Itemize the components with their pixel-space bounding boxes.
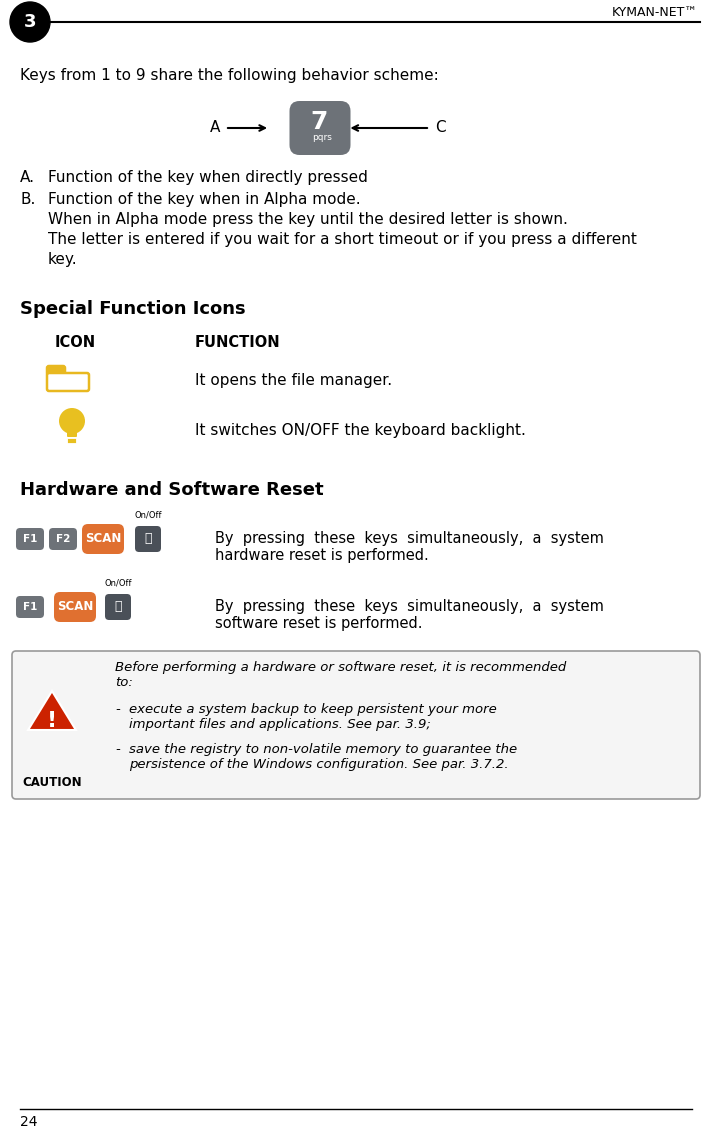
Text: A.: A. <box>20 170 35 185</box>
Text: C: C <box>435 121 446 136</box>
Text: SCAN: SCAN <box>57 601 93 613</box>
Text: Hardware and Software Reset: Hardware and Software Reset <box>20 481 324 499</box>
Circle shape <box>59 408 85 434</box>
Text: ICON: ICON <box>54 335 95 349</box>
FancyBboxPatch shape <box>290 101 350 155</box>
Text: A: A <box>209 121 220 136</box>
Text: Special Function Icons: Special Function Icons <box>20 300 246 318</box>
Text: ⏻: ⏻ <box>114 601 122 613</box>
FancyBboxPatch shape <box>47 366 65 375</box>
Text: CAUTION: CAUTION <box>22 776 82 789</box>
FancyBboxPatch shape <box>16 596 44 618</box>
Text: save the registry to non-volatile memory to guarantee the
persistence of the Win: save the registry to non-volatile memory… <box>129 743 517 771</box>
Text: -: - <box>115 703 120 716</box>
Text: The letter is entered if you wait for a short timeout or if you press a differen: The letter is entered if you wait for a … <box>48 232 637 247</box>
Text: execute a system backup to keep persistent your more
important files and applica: execute a system backup to keep persiste… <box>129 703 497 731</box>
FancyBboxPatch shape <box>67 428 77 437</box>
Text: It opens the file manager.: It opens the file manager. <box>195 373 392 389</box>
FancyBboxPatch shape <box>16 528 44 550</box>
Text: On/Off: On/Off <box>104 578 132 587</box>
FancyBboxPatch shape <box>47 373 89 391</box>
Text: KYMAN-NET™: KYMAN-NET™ <box>612 6 698 19</box>
Text: Function of the key when in Alpha mode.: Function of the key when in Alpha mode. <box>48 192 360 207</box>
Text: F1: F1 <box>23 534 37 544</box>
FancyBboxPatch shape <box>54 592 96 622</box>
Polygon shape <box>28 691 76 729</box>
Text: Before performing a hardware or software reset, it is recommended
to:: Before performing a hardware or software… <box>115 661 566 689</box>
Circle shape <box>10 2 50 42</box>
Text: SCAN: SCAN <box>85 533 121 545</box>
Text: ⏻: ⏻ <box>145 533 152 545</box>
FancyBboxPatch shape <box>12 651 700 798</box>
Text: F2: F2 <box>56 534 70 544</box>
FancyBboxPatch shape <box>49 528 77 550</box>
Text: 7: 7 <box>310 110 328 133</box>
Text: key.: key. <box>48 252 78 267</box>
FancyBboxPatch shape <box>135 526 161 552</box>
Text: Function of the key when directly pressed: Function of the key when directly presse… <box>48 170 368 185</box>
Text: B.: B. <box>20 192 36 207</box>
Text: It switches ON/OFF the keyboard backlight.: It switches ON/OFF the keyboard backligh… <box>195 423 526 439</box>
FancyBboxPatch shape <box>82 524 124 554</box>
Text: 3: 3 <box>23 12 36 31</box>
Text: Keys from 1 to 9 share the following behavior scheme:: Keys from 1 to 9 share the following beh… <box>20 68 439 83</box>
Text: !: ! <box>47 711 57 731</box>
Text: pqrs: pqrs <box>312 132 332 141</box>
Text: FUNCTION: FUNCTION <box>195 335 281 349</box>
Text: On/Off: On/Off <box>135 510 162 519</box>
Text: When in Alpha mode press the key until the desired letter is shown.: When in Alpha mode press the key until t… <box>48 211 568 227</box>
Text: By  pressing  these  keys  simultaneously,  a  system
hardware reset is performe: By pressing these keys simultaneously, a… <box>215 530 604 563</box>
Text: -: - <box>115 743 120 756</box>
Text: F1: F1 <box>23 602 37 612</box>
Text: By  pressing  these  keys  simultaneously,  a  system
software reset is performe: By pressing these keys simultaneously, a… <box>215 599 604 631</box>
FancyBboxPatch shape <box>105 594 131 620</box>
Text: 24: 24 <box>20 1115 38 1129</box>
